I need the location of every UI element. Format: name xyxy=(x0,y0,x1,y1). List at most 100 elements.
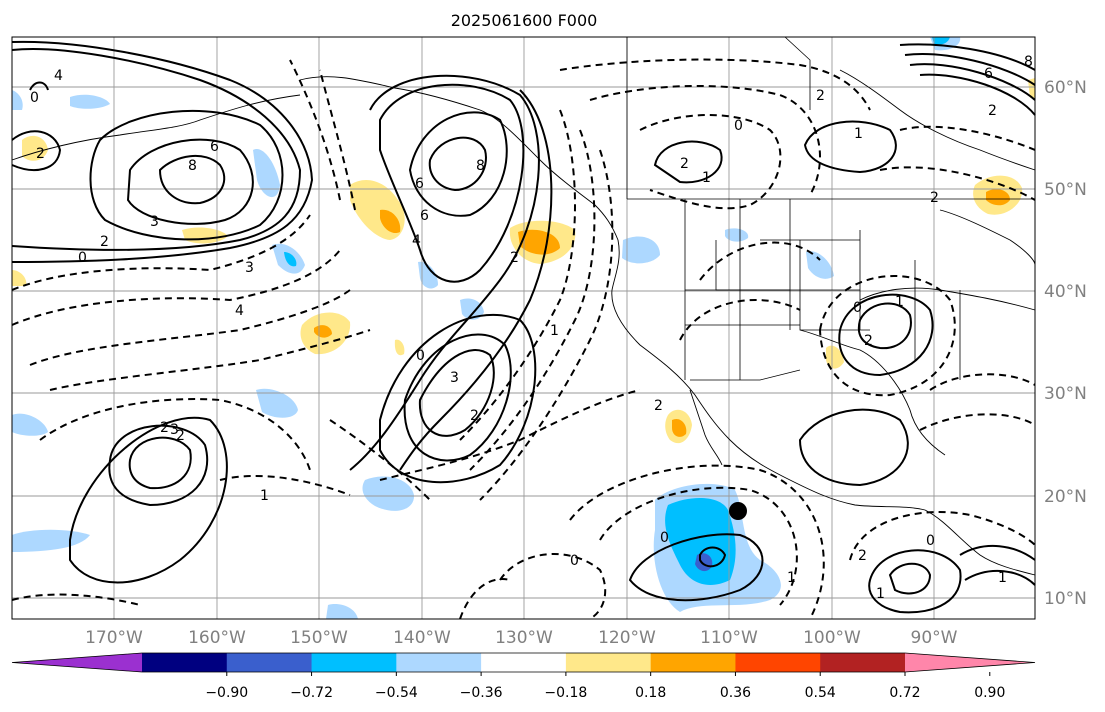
map-frame xyxy=(11,36,1036,620)
colorbar-swatch xyxy=(226,653,313,672)
colorbar-outline xyxy=(11,652,1036,673)
lat-label: 30°N xyxy=(1044,384,1087,404)
contour-label: 2 xyxy=(930,190,939,206)
contour-label: 0 xyxy=(30,90,39,106)
shade-positive-light xyxy=(826,345,844,369)
contour-label: 2 xyxy=(160,420,169,436)
colorbar-swatch xyxy=(565,653,652,672)
shade-negative-light xyxy=(12,413,48,436)
graticule xyxy=(12,37,1035,619)
shade-negative-light xyxy=(622,236,660,264)
shade-negative-light xyxy=(253,149,280,198)
contour-label: 6 xyxy=(210,139,219,155)
contour-label: 8 xyxy=(188,158,197,174)
colorbar-swatch xyxy=(311,653,397,672)
contour-label: 0 xyxy=(734,118,743,134)
contour-label: 1 xyxy=(895,294,904,310)
colorbar-swatch xyxy=(481,653,567,672)
colorbar-tick-label: −0.90 xyxy=(205,685,248,701)
shade-negative-light xyxy=(326,604,358,619)
colorbar-swatch xyxy=(142,653,228,672)
contour-label: 4 xyxy=(235,303,244,319)
lon-label: 90°W xyxy=(911,628,958,648)
colorbar-extend-min xyxy=(12,653,142,672)
shade-negative-light xyxy=(70,94,110,109)
contour-label: 6 xyxy=(420,208,429,224)
shading-layer xyxy=(12,37,1035,619)
shade-negative-light xyxy=(725,228,749,242)
colorbar-tick-label: −0.72 xyxy=(290,685,333,701)
contour-label: 4 xyxy=(54,68,63,84)
contour-label: 2 xyxy=(176,428,185,444)
lon-label: 160°W xyxy=(188,628,246,648)
contour-label: 0 xyxy=(853,300,862,316)
colorbar-tick-label: 0.36 xyxy=(720,685,751,701)
contour-label: 1 xyxy=(260,488,269,504)
contour-label: 6 xyxy=(415,176,424,192)
colorbar-swatch xyxy=(396,653,482,672)
contour-label: 2 xyxy=(988,103,997,119)
contour-label: 3 xyxy=(170,422,179,438)
shade-positive-light xyxy=(12,270,27,286)
colorbar-extend-max xyxy=(905,653,1035,672)
colorbar-swatch xyxy=(650,653,736,672)
lon-label: 170°W xyxy=(85,628,143,648)
lon-label: 140°W xyxy=(393,628,451,648)
lat-label: 50°N xyxy=(1044,180,1087,200)
colorbar: −0.90 −0.72 −0.54 −0.36 −0.18 0.18 0.36 0.54 0.7… xyxy=(11,652,1036,701)
contour-label: 2 xyxy=(858,548,867,564)
contour-label: 1 xyxy=(702,170,711,186)
lon-label: 110°W xyxy=(700,628,758,648)
colorbar-tick-label: −0.36 xyxy=(460,685,503,701)
contour-label: 2 xyxy=(100,234,109,250)
shade-negative-light xyxy=(12,90,23,110)
contour-label: 2 xyxy=(36,146,45,162)
contour-label: 0 xyxy=(570,553,579,569)
map-title: 2025061600 F000 xyxy=(451,11,598,30)
contour-labels: 4 6 8 3 2 0 3 4 2 0 6 8 6 4 2 3 2 1 0 2 … xyxy=(30,54,1033,602)
colorbar-swatches xyxy=(11,652,1036,673)
contour-label: 1 xyxy=(550,323,559,339)
lon-label: 100°W xyxy=(803,628,861,648)
colorbar-swatch xyxy=(735,653,821,672)
lat-label: 20°N xyxy=(1044,487,1087,507)
shade-positive-mid xyxy=(986,189,1010,206)
contour-label: 8 xyxy=(1024,54,1033,70)
contour-label: 0 xyxy=(926,533,935,549)
contour-label: 2 xyxy=(816,88,825,104)
contour-label: 2 xyxy=(864,333,873,349)
contour-label: 4 xyxy=(412,233,421,249)
lat-label: 60°N xyxy=(1044,78,1087,98)
colorbar-ticks: −0.90 −0.72 −0.54 −0.36 −0.18 0.18 0.36 0.54 0.7… xyxy=(205,672,1005,701)
shade-positive-mid xyxy=(380,209,401,234)
colorbar-tick-label: −0.54 xyxy=(375,685,418,701)
contour-label: 0 xyxy=(660,530,669,546)
storm-center-marker xyxy=(729,502,747,520)
contour-label: 8 xyxy=(476,158,485,174)
lat-axis: 60°N 50°N 40°N 30°N 20°N 10°N xyxy=(1044,78,1087,609)
contour-label: 3 xyxy=(245,260,254,276)
colorbar-tick-label: 0.72 xyxy=(889,685,920,701)
colorbar-tick-label: −0.18 xyxy=(544,685,587,701)
map-background xyxy=(12,37,1035,619)
lat-label: 10°N xyxy=(1044,589,1087,609)
shade-negative-light xyxy=(418,261,438,289)
shade-positive-mid xyxy=(314,325,332,338)
shade-positive-mid xyxy=(672,418,687,437)
lon-label: 150°W xyxy=(290,628,348,648)
lon-axis: 170°W 160°W 150°W 140°W 130°W 120°W 110°… xyxy=(85,628,958,648)
contours xyxy=(11,40,1036,620)
contour-label: 2 xyxy=(470,408,479,424)
contour-label: 6 xyxy=(984,66,993,82)
contour-label: 1 xyxy=(876,586,885,602)
contour-label: 1 xyxy=(854,126,863,142)
shade-negative-mid xyxy=(665,498,736,585)
shade-negative-light xyxy=(806,251,834,279)
colorbar-tick-label: 0.54 xyxy=(805,685,836,701)
shade-negative-light xyxy=(256,388,298,418)
lon-label: 120°W xyxy=(598,628,656,648)
contour-label: 2 xyxy=(680,156,689,172)
map-panel: 4 6 8 3 2 0 3 4 2 0 6 8 6 4 2 3 2 1 0 2 … xyxy=(11,36,1036,620)
contour-label: 2 xyxy=(510,250,519,266)
